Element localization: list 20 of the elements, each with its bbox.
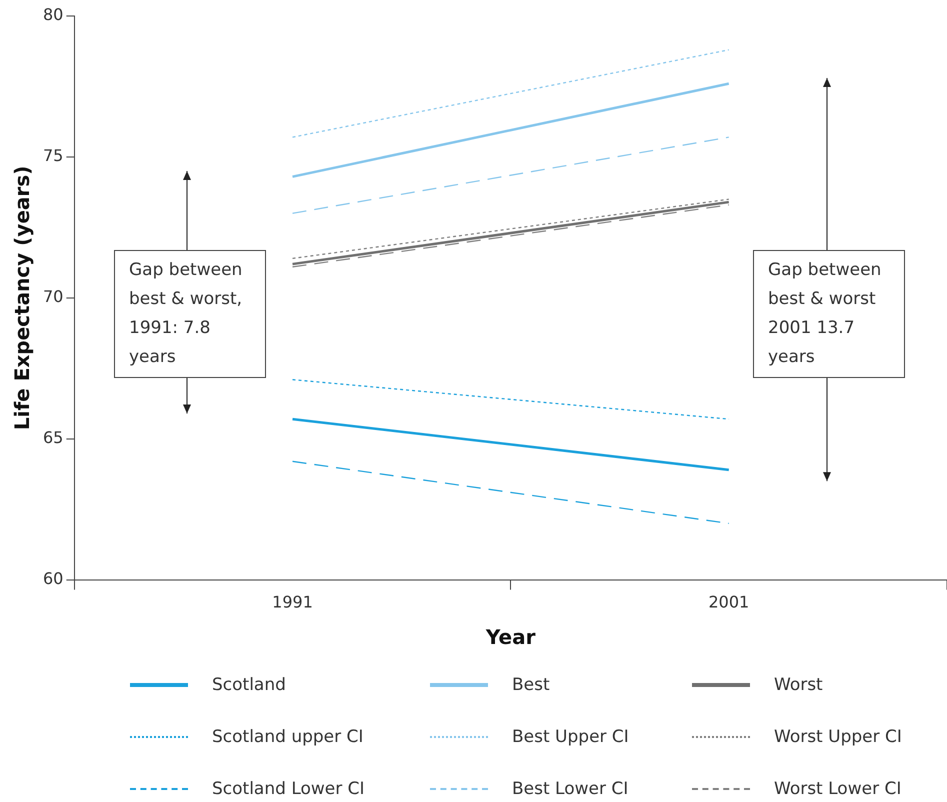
legend-label: Best (512, 675, 550, 695)
y-tick-label: 75 (43, 146, 64, 166)
x-tick-label: 1991 (272, 592, 313, 612)
legend-label: Best Lower CI (512, 779, 628, 799)
x-tick-label: 2001 (708, 592, 750, 612)
y-tick-label: 65 (43, 428, 64, 448)
annotation: Gap between best & worst 2001 13.7 years (753, 250, 905, 378)
annotation: Gap between best & worst, 1991: 7.8 years (114, 250, 266, 378)
legend-label: Worst Lower CI (774, 779, 902, 799)
legend-label: Scotland (212, 675, 286, 695)
legend-label: Worst Upper CI (774, 727, 902, 747)
legend-label: Worst (774, 675, 823, 695)
y-tick-label: 70 (43, 287, 64, 306)
legend-label: Best Upper CI (512, 727, 629, 747)
y-tick-label: 60 (43, 568, 64, 588)
legend-label: Scotland upper CI (212, 727, 364, 747)
legend-label: Scotland Lower CI (212, 779, 365, 799)
x-axis-title: Year (484, 625, 536, 650)
y-axis-title: Life Expectancy (years) (10, 166, 34, 430)
y-tick-label: 80 (43, 5, 64, 24)
